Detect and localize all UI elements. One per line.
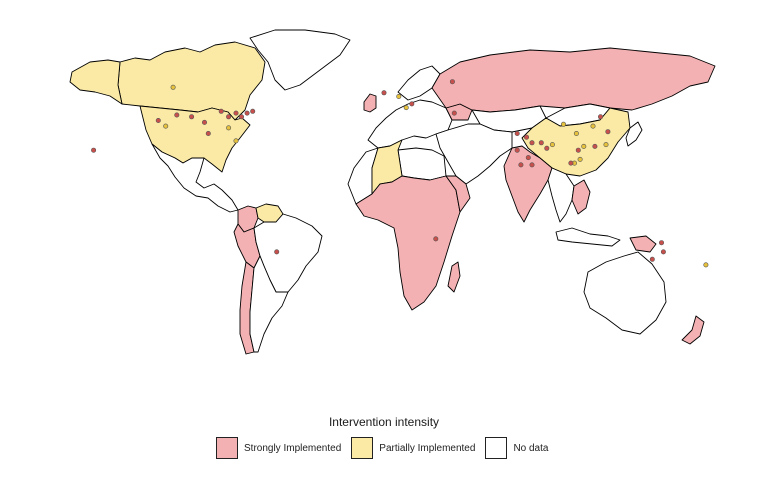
legend-label-strong: Strongly Implemented (244, 442, 342, 454)
city-point-4 (218, 108, 224, 114)
region-canada (117, 41, 266, 121)
city-point-28 (514, 147, 520, 153)
legend: Intervention intensity Strongly Implemen… (0, 412, 768, 472)
region-mexico-central-america (151, 143, 239, 213)
legend-item-partial: Partially Implemented (351, 437, 475, 459)
region-united-kingdom (363, 93, 377, 113)
city-point-1 (202, 119, 208, 125)
city-point-38 (605, 129, 611, 135)
region-alaska (69, 59, 123, 105)
city-point-35 (573, 131, 579, 137)
city-point-8 (250, 108, 256, 114)
region-argentina (249, 255, 289, 353)
legend-label-no-data: No data (513, 442, 549, 454)
city-point-2 (174, 112, 180, 118)
legend-swatch-partial (351, 437, 374, 459)
city-point-18 (396, 94, 402, 100)
city-point-21 (449, 79, 455, 85)
city-point-31 (529, 162, 535, 168)
city-point-29 (525, 155, 531, 161)
region-southeast-asia (547, 167, 575, 223)
region-vietnam (571, 179, 591, 215)
city-point-9 (239, 114, 245, 120)
city-point-45 (577, 156, 583, 162)
city-point-23 (433, 236, 439, 242)
region-madagascar (447, 261, 461, 293)
legend-items: Strongly Implemented Partially Implement… (216, 436, 558, 460)
city-point-3 (189, 114, 195, 120)
city-point-11 (163, 123, 169, 129)
city-point-37 (597, 114, 603, 120)
city-point-10 (155, 118, 161, 124)
city-point-19 (409, 101, 415, 107)
city-point-34 (560, 121, 566, 127)
city-point-32 (544, 145, 550, 151)
legend-swatch-no-data (485, 437, 508, 459)
city-point-46 (658, 240, 664, 246)
city-point-33 (549, 142, 555, 148)
city-point-5 (226, 114, 232, 120)
world-map (69, 29, 716, 355)
city-point-27 (538, 140, 544, 146)
city-point-40 (581, 143, 587, 149)
city-point-39 (592, 143, 598, 149)
region-indonesia (555, 227, 621, 247)
region-greenland (249, 29, 351, 91)
city-point-41 (603, 142, 609, 148)
city-point-20 (403, 105, 409, 111)
city-point-7 (244, 110, 250, 116)
city-point-0 (170, 84, 176, 90)
city-point-14 (233, 138, 239, 144)
city-point-48 (649, 256, 655, 262)
region-papua-new-guinea (629, 235, 657, 253)
city-point-17 (381, 90, 387, 96)
city-point-24 (514, 131, 520, 137)
city-point-25 (523, 134, 529, 140)
legend-title: Intervention intensity (328, 415, 440, 429)
city-point-26 (529, 140, 535, 146)
region-ethiopia (445, 175, 471, 213)
city-point-30 (518, 162, 524, 168)
legend-item-no-data: No data (485, 437, 548, 459)
region-india (503, 145, 553, 223)
city-point-44 (568, 160, 574, 166)
region-japan (625, 121, 643, 147)
region-australia (583, 251, 667, 335)
city-point-12 (205, 131, 211, 137)
city-point-22 (451, 110, 457, 116)
city-point-16 (274, 249, 280, 255)
region-middle-east (435, 123, 513, 185)
legend-swatch-strong (216, 437, 238, 459)
city-point-42 (575, 147, 581, 153)
city-point-49 (703, 262, 709, 268)
region-russia (431, 47, 716, 113)
legend-label-partial: Partially Implemented (379, 442, 476, 454)
city-point-13 (226, 125, 232, 131)
region-sub-saharan-africa (355, 175, 461, 311)
legend-item-strong: Strongly Implemented (216, 437, 341, 459)
city-point-6 (233, 110, 239, 116)
region-new-zealand (681, 315, 705, 345)
city-point-36 (590, 123, 596, 129)
city-points (91, 79, 709, 268)
city-point-15 (91, 147, 97, 153)
city-point-47 (660, 249, 666, 255)
